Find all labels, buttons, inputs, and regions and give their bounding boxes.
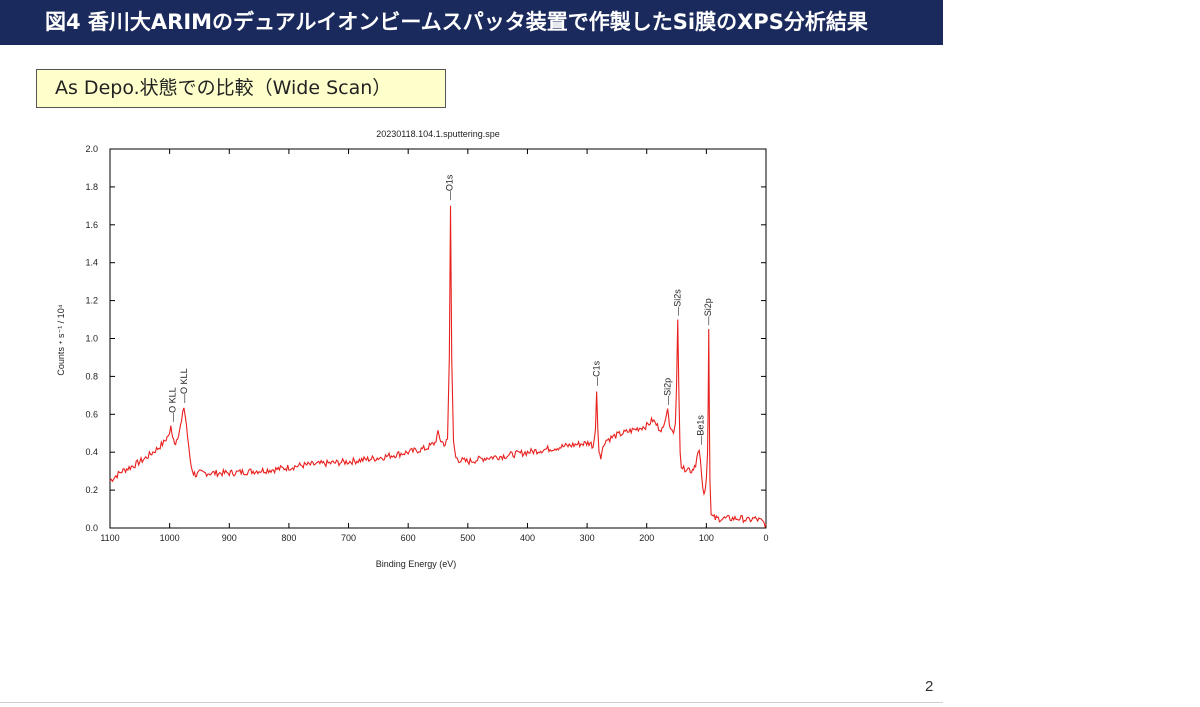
- x-tick-label: 900: [222, 533, 237, 543]
- y-tick-label: 1.4: [85, 258, 98, 268]
- x-tick-label: 300: [580, 533, 595, 543]
- peak-label: —O1s: [444, 174, 454, 200]
- slide: 図4 香川大ARIMのデュアルイオンビームスパッタ装置で作製したSi膜のXPS分…: [0, 0, 943, 703]
- x-tick-label: 1100: [100, 533, 119, 543]
- y-axis: 0.0 0.2 0.4 0.6 0.8 1.0 1.2 1.4 1.6 1.8 2.0: [85, 144, 766, 533]
- x-tick-label: 700: [341, 533, 356, 543]
- peak-label: —Si2p: [703, 298, 713, 325]
- y-tick-label: 0.4: [85, 447, 98, 457]
- y-tick-label: 0.8: [85, 371, 98, 381]
- y-tick-label: 1.8: [85, 182, 98, 192]
- x-tick-label: 1000: [160, 533, 180, 543]
- peak-label: —Si2s: [673, 289, 683, 316]
- x-tick-label: 800: [281, 533, 296, 543]
- y-tick-label: 0.6: [85, 409, 98, 419]
- subtitle-box: As Depo.状態での比較（Wide Scan）: [36, 69, 446, 108]
- peak-label: —C1s: [592, 360, 602, 386]
- peak-label: —Si2p: [663, 378, 673, 405]
- peak-label: —O KLL: [179, 368, 189, 403]
- peak-labels: —O KLL—O KLL —O1s —C1s —Si2p —Si2s —Be1s —Si2p: [168, 174, 714, 444]
- peak-label: —O KLL: [168, 387, 178, 422]
- y-tick-label: 1.0: [85, 334, 98, 344]
- x-tick-label: 200: [639, 533, 654, 543]
- y-axis-label: Counts・s⁻¹ / 10⁴: [56, 304, 66, 375]
- x-axis-label: Binding Energy (eV): [376, 559, 457, 569]
- chart-title: 20230118.104.1.sputtering.spe: [376, 129, 499, 139]
- xps-chart: 20230118.104.1.sputtering.spe 1100 1000 90…: [56, 129, 769, 569]
- y-tick-label: 0.0: [85, 523, 98, 533]
- x-axis: 1100 1000 900 800 700 600 500 400 300 200 100 0: [100, 149, 769, 543]
- x-tick-label: 0: [763, 533, 768, 543]
- x-tick-label: 500: [460, 533, 475, 543]
- y-tick-label: 1.6: [85, 220, 98, 230]
- page-number: 2: [925, 678, 934, 695]
- bottom-divider: [0, 702, 943, 703]
- x-tick-label: 100: [699, 533, 714, 543]
- slide-title: 図4 香川大ARIMのデュアルイオンビームスパッタ装置で作製したSi膜のXPS分…: [0, 0, 943, 45]
- peak-label: —Be1s: [695, 415, 705, 445]
- y-tick-label: 0.2: [85, 485, 98, 495]
- y-tick-label: 1.2: [85, 296, 98, 306]
- y-tick-label: 2.0: [85, 144, 98, 154]
- plot-frame: [109, 148, 767, 529]
- x-tick-label: 600: [401, 533, 416, 543]
- x-tick-label: 400: [520, 533, 535, 543]
- spectrum-line: [109, 205, 767, 529]
